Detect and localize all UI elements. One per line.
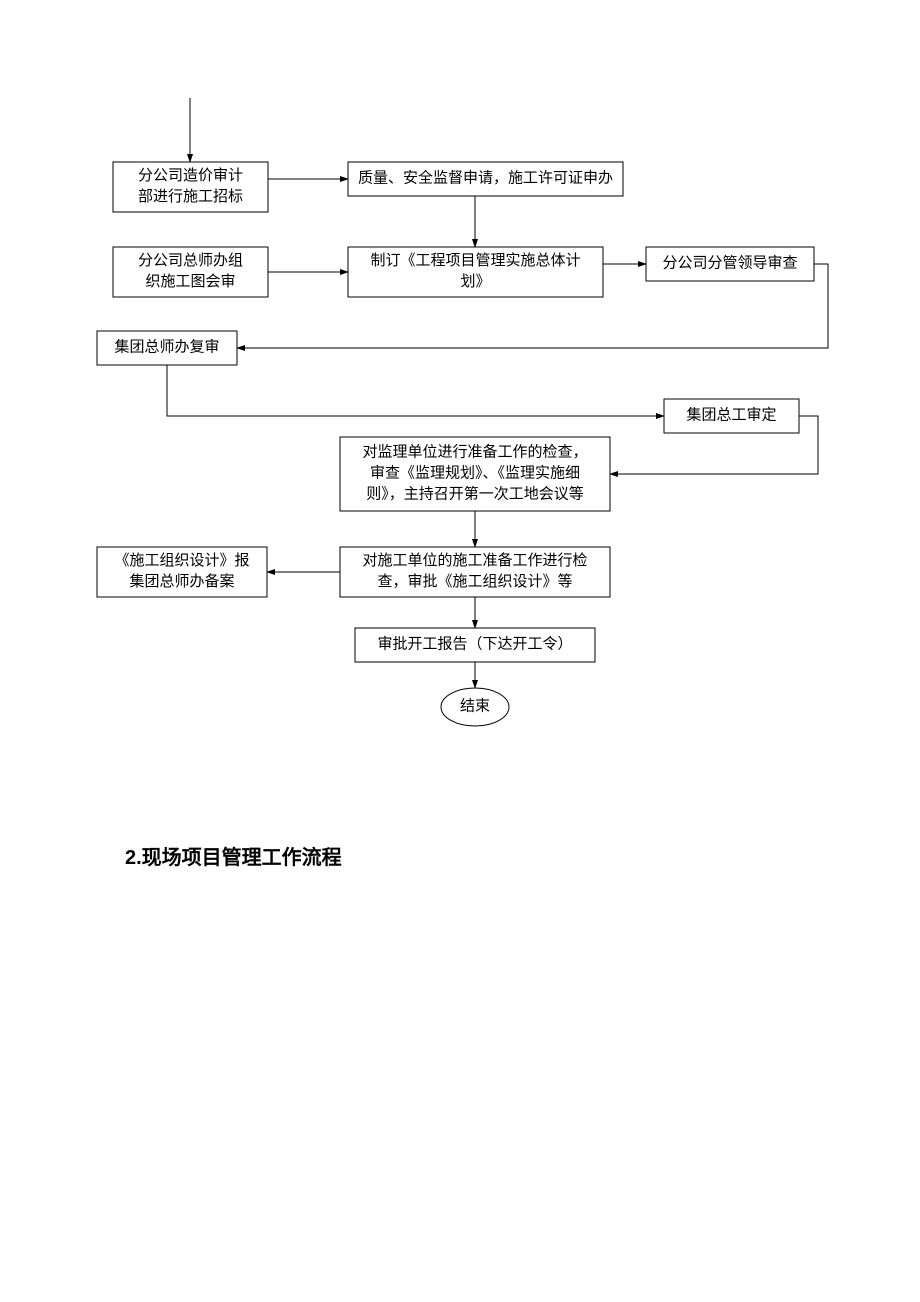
flow-node-n6: 集团总师办复审 <box>97 331 237 365</box>
flow-node-n3: 分公司总师办组织施工图会审 <box>113 247 268 297</box>
section-heading: 2.现场项目管理工作流程 <box>125 845 342 869</box>
node-label: 分公司分管领导审查 <box>662 254 797 271</box>
node-label: 制订《工程项目管理实施总体计 <box>370 252 580 269</box>
node-label: 分公司造价审计 <box>138 167 243 184</box>
node-label: 分公司总师办组 <box>138 252 243 269</box>
flow-node-n2: 质量、安全监督申请，施工许可证申办 <box>348 162 623 196</box>
node-label: 则》，主持召开第一次工地会议等 <box>366 484 584 502</box>
node-label: 审查《监理规划》、《监理实施细 <box>370 464 580 481</box>
node-label: 划》 <box>460 273 490 290</box>
flow-node-n1: 分公司造价审计部进行施工招标 <box>113 162 268 212</box>
flow-node-n9: 《施工组织设计》报集团总师办备案 <box>97 547 267 597</box>
node-label: 集团总师办备案 <box>129 572 234 590</box>
node-label: 部进行施工招标 <box>138 188 243 205</box>
flowchart-canvas: 分公司造价审计部进行施工招标 质量、安全监督申请，施工许可证申办分公司总师办组织施… <box>0 0 920 1302</box>
node-label: 织施工图会审 <box>145 273 235 290</box>
node-label: 对监理单位进行准备工作的检查， <box>362 443 587 460</box>
flow-node-n11: 审批开工报告（下达开工令） <box>355 628 595 662</box>
flow-node-n5: 分公司分管领导审查 <box>646 247 814 281</box>
flow-edge <box>167 365 664 416</box>
node-label: 质量、安全监督申请，施工许可证申办 <box>358 168 613 186</box>
node-label: 结束 <box>460 697 490 714</box>
node-label: 查，审批《施工组织设计》等 <box>377 572 572 590</box>
flow-node-n8: 对监理单位进行准备工作的检查， 审查《监理规划》、《监理实施细则》，主持召开第一次… <box>340 437 610 511</box>
node-label: 《施工组织设计》报 <box>114 552 249 569</box>
node-label: 集团总师办复审 <box>114 337 219 355</box>
flow-node-n12: 结束 <box>441 688 509 726</box>
node-label: 审批开工报告（下达开工令） <box>377 635 572 652</box>
flow-node-n10: 对施工单位的施工准备工作进行检查，审批《施工组织设计》等 <box>340 547 610 597</box>
node-label: 对施工单位的施工准备工作进行检 <box>362 552 587 569</box>
node-label: 集团总工审定 <box>686 406 776 423</box>
flow-node-n7: 集团总工审定 <box>664 399 799 433</box>
flow-node-n4: 制订《工程项目管理实施总体计划》 <box>348 247 603 297</box>
